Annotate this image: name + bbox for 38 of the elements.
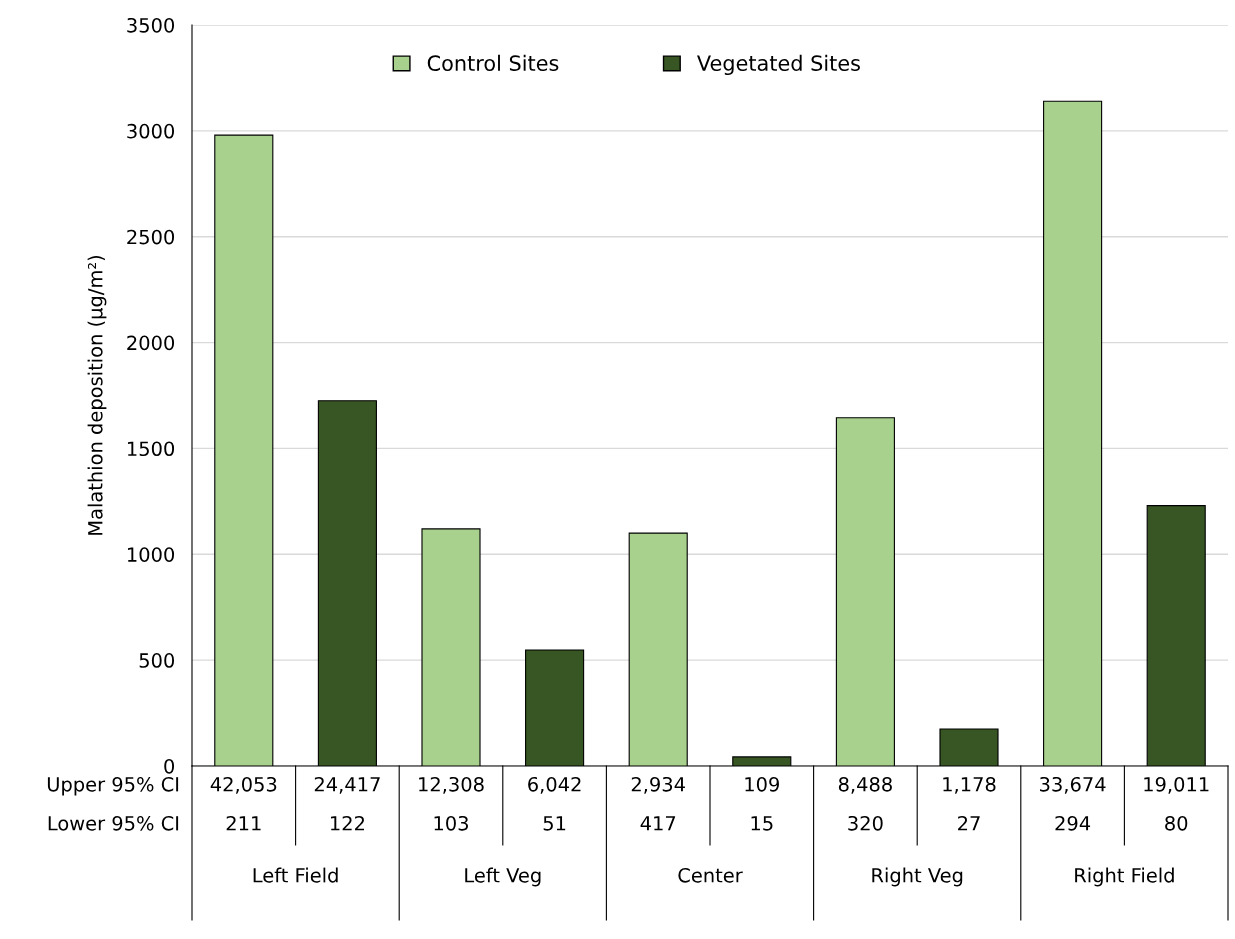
text: 320: [848, 815, 883, 831]
text: 33,674: [1040, 776, 1106, 794]
x-tick-label: Center: [678, 867, 743, 883]
text: 2,934: [631, 776, 685, 794]
text: 1,178: [943, 776, 996, 794]
y-tick-label: 500: [139, 653, 175, 668]
y-axis-title: Malathion deposition (µg/m²): [87, 255, 107, 535]
text: 8,488: [838, 776, 892, 794]
legend-label: Control Sites: [427, 54, 559, 71]
text: 24,417: [314, 776, 380, 794]
y-tick-label: 1500: [127, 441, 175, 457]
x-tick-label: Right Field: [1075, 867, 1174, 887]
text: 294: [1055, 815, 1091, 831]
text: 42,053: [210, 776, 277, 794]
text: 51: [543, 816, 566, 831]
x-tick-label: Right Veg: [872, 867, 963, 887]
text: 19,011: [1144, 776, 1209, 794]
x-tick-label: Left Field: [253, 867, 338, 883]
y-tick-label: 2000: [127, 335, 175, 351]
text: 12,308: [419, 776, 484, 794]
text: 103: [434, 815, 468, 831]
y-tick-label: 1000: [127, 547, 175, 562]
x-tick-label: Left Veg: [465, 867, 541, 887]
text: 27: [958, 815, 980, 831]
text: 211: [226, 815, 261, 831]
text: 109: [745, 776, 779, 792]
text: 6,042: [528, 776, 581, 794]
y-tick-label: 0: [164, 758, 175, 774]
text: 122: [330, 815, 365, 831]
text: Lower 95% CI: [48, 815, 179, 831]
y-tick-label: 3000: [127, 123, 175, 139]
text: 15: [751, 816, 773, 831]
y-tick-label: 2500: [127, 229, 175, 245]
text: Upper 95% CI: [47, 776, 179, 796]
y-tick-label: 3500: [127, 17, 175, 33]
text: 417: [640, 816, 676, 831]
legend-label: Vegetated Sites: [697, 54, 860, 76]
text: 80: [1165, 815, 1188, 831]
